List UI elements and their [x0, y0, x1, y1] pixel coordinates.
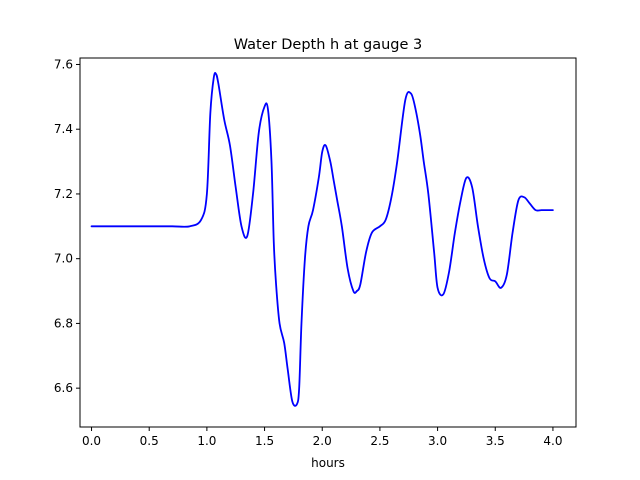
axes-frame — [79, 57, 577, 428]
y-tick-label: 7.2 — [54, 187, 73, 201]
x-axis: 0.0 0.5 1.0 1.5 2.0 2.5 3.0 3.5 4.0 — [82, 427, 562, 448]
x-tick-label: 1.5 — [255, 434, 274, 448]
x-tick-label: 2.0 — [313, 434, 332, 448]
x-tick-label: 3.5 — [486, 434, 505, 448]
x-tick-label: 0.5 — [140, 434, 159, 448]
y-tick-label: 6.8 — [54, 316, 73, 330]
x-tick-label: 1.0 — [197, 434, 216, 448]
y-axis: 6.6 6.8 7.0 7.2 7.4 7.6 — [54, 57, 80, 395]
x-axis-label: hours — [311, 456, 345, 470]
x-tick-label: 0.0 — [82, 434, 101, 448]
x-tick-label: 4.0 — [543, 434, 562, 448]
chart-title: Water Depth h at gauge 3 — [234, 37, 422, 53]
series-line — [90, 72, 554, 407]
x-tick-label: 2.5 — [370, 434, 389, 448]
x-tick-label: 3.0 — [428, 434, 447, 448]
y-tick-label: 6.6 — [54, 381, 73, 395]
y-tick-label: 7.0 — [54, 252, 73, 266]
y-tick-label: 7.4 — [54, 122, 73, 136]
y-tick-label: 7.6 — [54, 57, 73, 71]
plot-area — [79, 57, 577, 428]
